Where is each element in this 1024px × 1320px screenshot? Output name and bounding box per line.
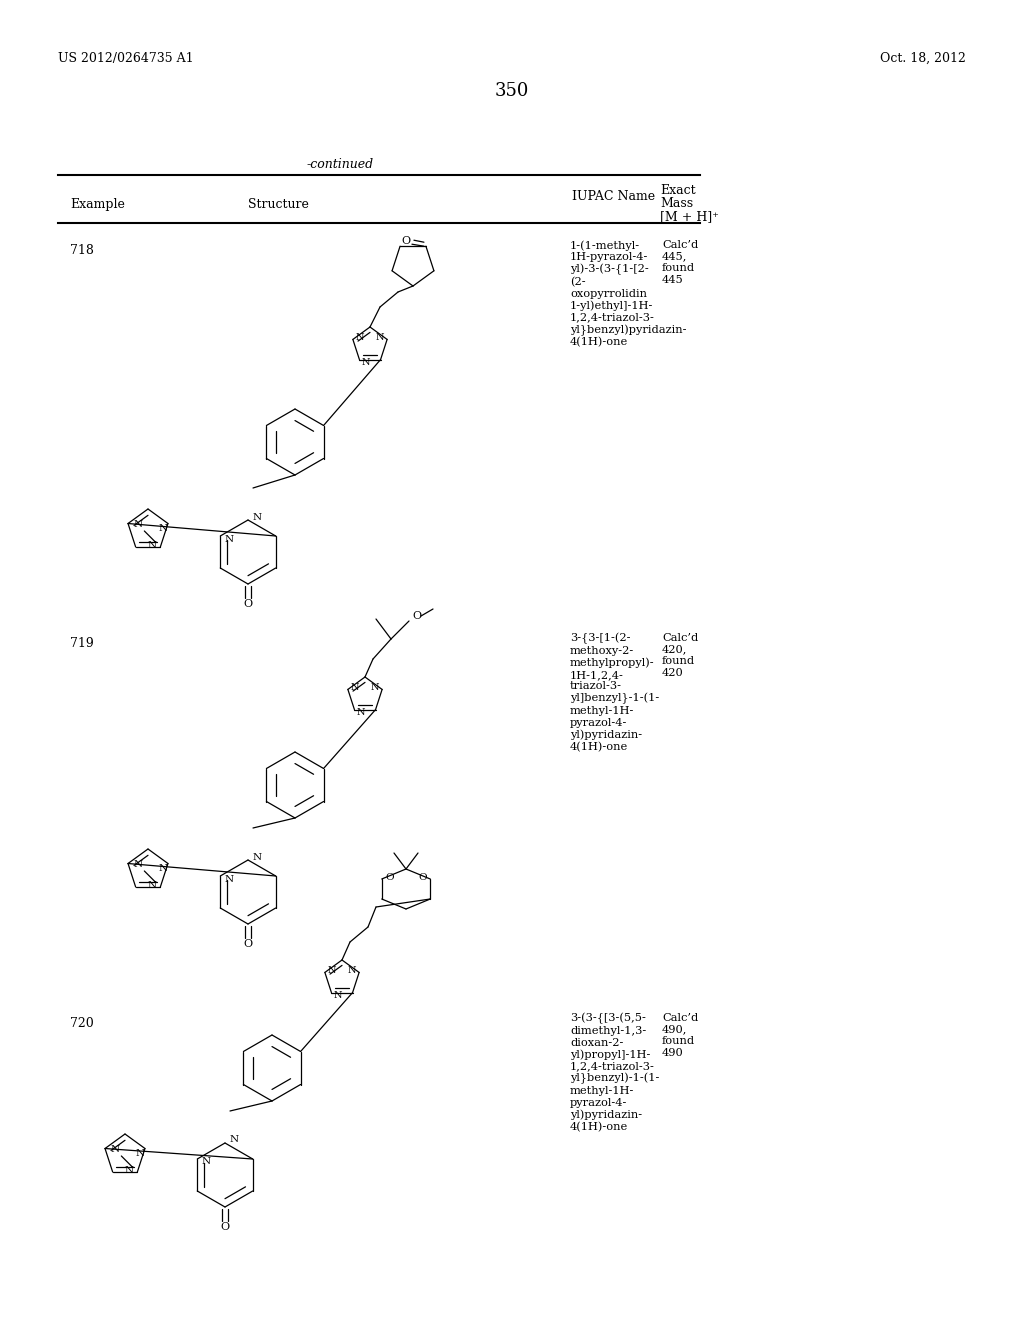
- Text: N: N: [202, 1158, 211, 1167]
- Text: 350: 350: [495, 82, 529, 100]
- Text: US 2012/0264735 A1: US 2012/0264735 A1: [58, 51, 194, 65]
- Text: Calc’d
490,
found
490: Calc’d 490, found 490: [662, 1012, 698, 1057]
- Text: 1-(1-methyl-
1H-pyrazol-4-
yl)-3-(3-{1-[2-
(2-
oxopyrrolidin
1-yl)ethyl]-1H-
1,2: 1-(1-methyl- 1H-pyrazol-4- yl)-3-(3-{1-[…: [570, 240, 686, 347]
- Text: -continued: -continued: [306, 158, 374, 172]
- Text: O: O: [385, 873, 394, 882]
- Text: N: N: [135, 1148, 144, 1158]
- Text: N: N: [134, 520, 143, 529]
- Text: O: O: [244, 939, 253, 949]
- Text: O: O: [413, 611, 422, 620]
- Text: 3-(3-{[3-(5,5-
dimethyl-1,3-
dioxan-2-
yl)propyl]-1H-
1,2,4-triazol-3-
yl}benzyl: 3-(3-{[3-(5,5- dimethyl-1,3- dioxan-2- y…: [570, 1012, 659, 1133]
- Text: O: O: [401, 236, 411, 247]
- Text: N: N: [348, 966, 356, 975]
- Text: N: N: [371, 682, 379, 692]
- Text: Mass: Mass: [660, 197, 693, 210]
- Text: 720: 720: [70, 1016, 94, 1030]
- Text: Example: Example: [70, 198, 125, 211]
- Text: O: O: [220, 1222, 229, 1232]
- Text: O: O: [418, 873, 427, 882]
- Text: N: N: [355, 333, 365, 342]
- Text: 719: 719: [70, 638, 94, 649]
- Text: N: N: [125, 1167, 134, 1176]
- Text: Structure: Structure: [248, 198, 309, 211]
- Text: N: N: [224, 874, 233, 883]
- Text: N: N: [147, 541, 157, 550]
- Text: Oct. 18, 2012: Oct. 18, 2012: [880, 51, 966, 65]
- Text: N: N: [229, 1135, 239, 1144]
- Text: N: N: [111, 1146, 120, 1155]
- Text: N: N: [356, 708, 365, 717]
- Text: N: N: [333, 991, 342, 1001]
- Text: N: N: [361, 358, 370, 367]
- Text: O: O: [244, 599, 253, 609]
- Text: N: N: [159, 865, 168, 873]
- Text: N: N: [328, 966, 336, 975]
- Text: Exact: Exact: [660, 183, 695, 197]
- Text: Calc’d
420,
found
420: Calc’d 420, found 420: [662, 634, 698, 677]
- Text: N: N: [253, 512, 261, 521]
- Text: N: N: [224, 535, 233, 544]
- Text: Calc’d
445,
found
445: Calc’d 445, found 445: [662, 240, 698, 285]
- Text: N: N: [350, 682, 359, 692]
- Text: N: N: [376, 333, 384, 342]
- Text: IUPAC Name: IUPAC Name: [572, 190, 655, 203]
- Text: N: N: [147, 882, 157, 891]
- Text: N: N: [134, 861, 143, 870]
- Text: 3-{3-[1-(2-
methoxy-2-
methylpropyl)-
1H-1,2,4-
triazol-3-
yl]benzyl}-1-(1-
meth: 3-{3-[1-(2- methoxy-2- methylpropyl)- 1H…: [570, 634, 659, 752]
- Text: [M + H]⁺: [M + H]⁺: [660, 210, 719, 223]
- Text: N: N: [159, 524, 168, 533]
- Text: N: N: [253, 853, 261, 862]
- Text: 718: 718: [70, 244, 94, 257]
